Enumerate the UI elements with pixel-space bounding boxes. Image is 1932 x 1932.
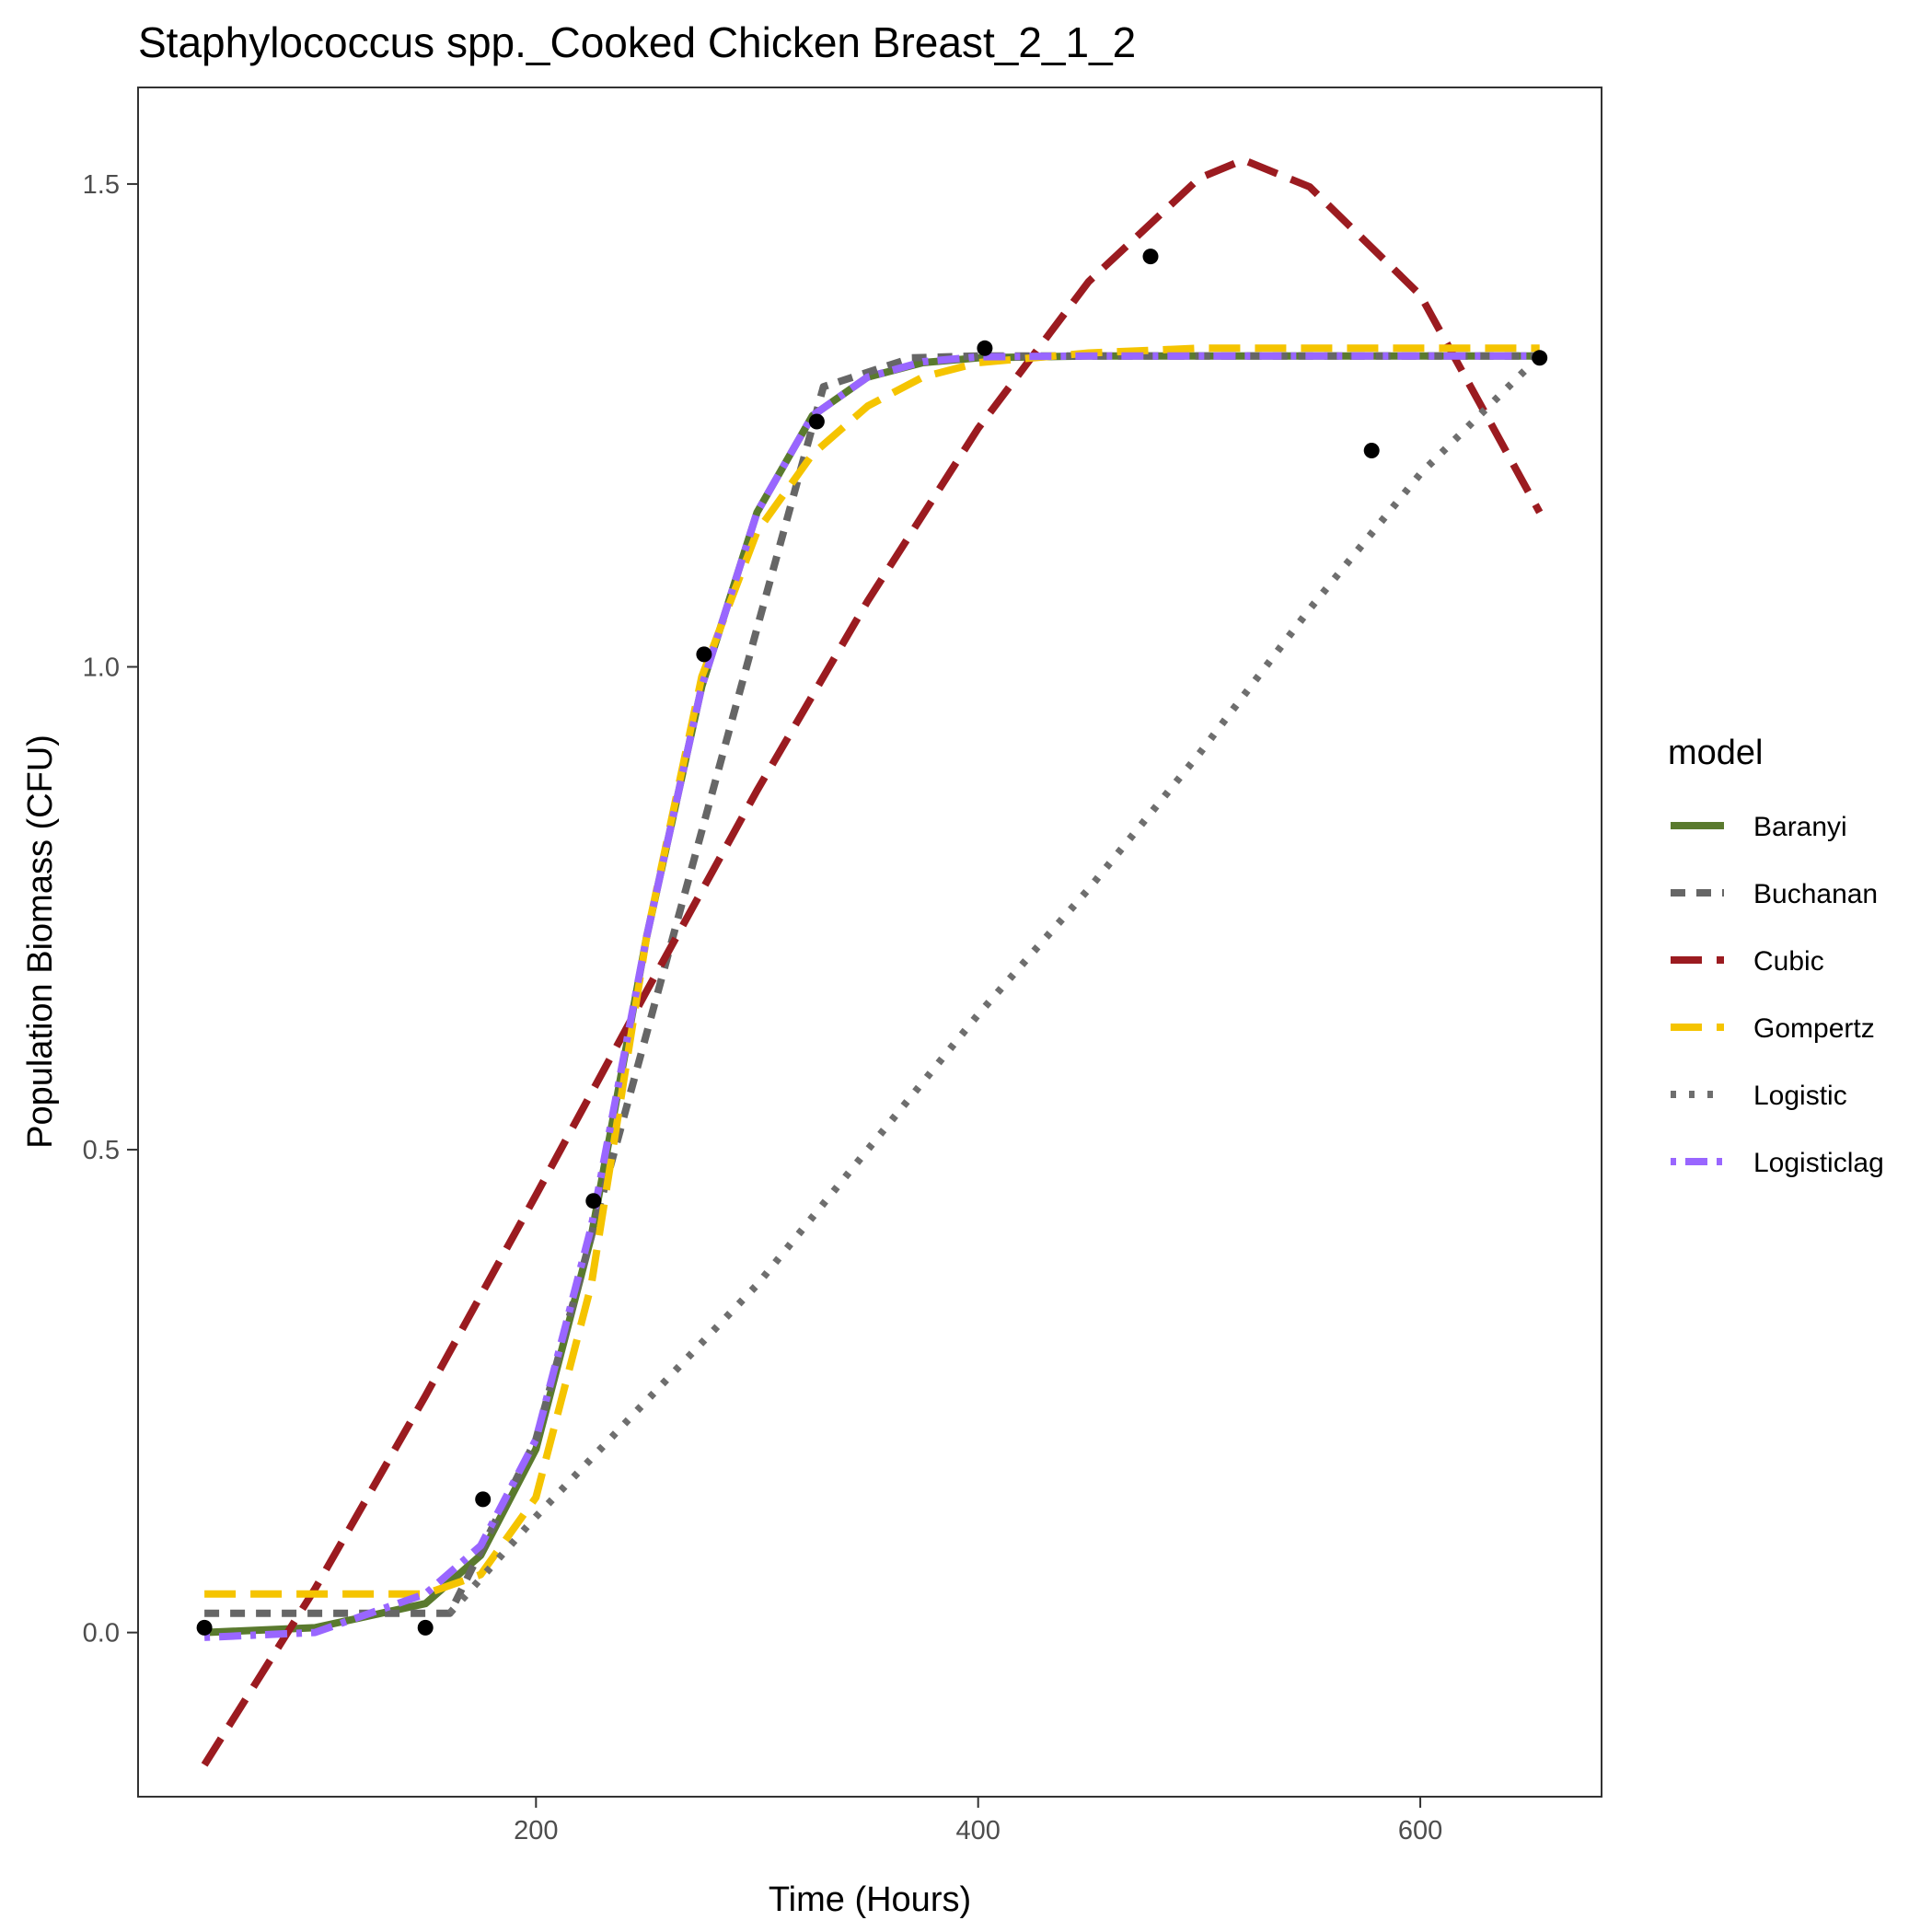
series-line-logisticlag bbox=[203, 352, 1540, 1641]
series-line-cubic bbox=[201, 156, 1544, 1767]
legend: model Baranyi Buchanan Cubic Gompertz Logist… bbox=[1668, 734, 1884, 1178]
data-point bbox=[1532, 350, 1548, 366]
legend-label: Logisticlag bbox=[1753, 1148, 1884, 1178]
data-point bbox=[475, 1491, 492, 1508]
x-tick-label: 200 bbox=[514, 1816, 558, 1845]
y-tick-label: 0.5 bbox=[83, 1136, 120, 1165]
chart-title: Staphylococcus spp._Cooked Chicken Breas… bbox=[138, 18, 1136, 66]
legend-entry-logistic: Logistic bbox=[1671, 1081, 1847, 1111]
data-point bbox=[585, 1193, 602, 1209]
legend-entry-logisticlag: Logisticlag bbox=[1671, 1148, 1884, 1178]
legend-label: Logistic bbox=[1753, 1081, 1847, 1111]
legend-label: Gompertz bbox=[1753, 1013, 1875, 1044]
legend-entry-buchanan: Buchanan bbox=[1671, 879, 1878, 909]
data-point bbox=[977, 340, 993, 356]
y-tick-label: 0.0 bbox=[83, 1619, 120, 1649]
legend-label: Cubic bbox=[1753, 946, 1824, 977]
series-line-logistic bbox=[446, 353, 1543, 1616]
data-point bbox=[196, 1619, 213, 1636]
legend-label: Baranyi bbox=[1753, 812, 1847, 842]
legend-label: Buchanan bbox=[1753, 879, 1878, 909]
y-axis-title: Population Biomass (CFU) bbox=[21, 735, 60, 1149]
data-point bbox=[1142, 249, 1159, 265]
data-point bbox=[1363, 443, 1380, 458]
x-axis: 200 400 600 bbox=[514, 1797, 1442, 1845]
legend-entry-gompertz: Gompertz bbox=[1671, 1013, 1875, 1044]
x-tick-label: 600 bbox=[1398, 1816, 1442, 1845]
data-point bbox=[696, 646, 712, 663]
legend-entry-cubic: Cubic bbox=[1671, 946, 1824, 977]
x-tick-label: 400 bbox=[955, 1816, 1000, 1845]
y-tick-label: 1.5 bbox=[83, 170, 120, 200]
data-point bbox=[417, 1619, 434, 1636]
plot-panel bbox=[137, 87, 1602, 1798]
series-line-gompertz bbox=[204, 344, 1540, 1598]
legend-entry-baranyi: Baranyi bbox=[1671, 812, 1847, 842]
data-point bbox=[808, 413, 825, 430]
y-tick-label: 1.0 bbox=[83, 653, 120, 682]
x-axis-title: Time (Hours) bbox=[769, 1880, 971, 1919]
y-axis: 0.0 0.5 1.0 1.5 bbox=[83, 170, 138, 1649]
legend-title: model bbox=[1668, 734, 1764, 772]
